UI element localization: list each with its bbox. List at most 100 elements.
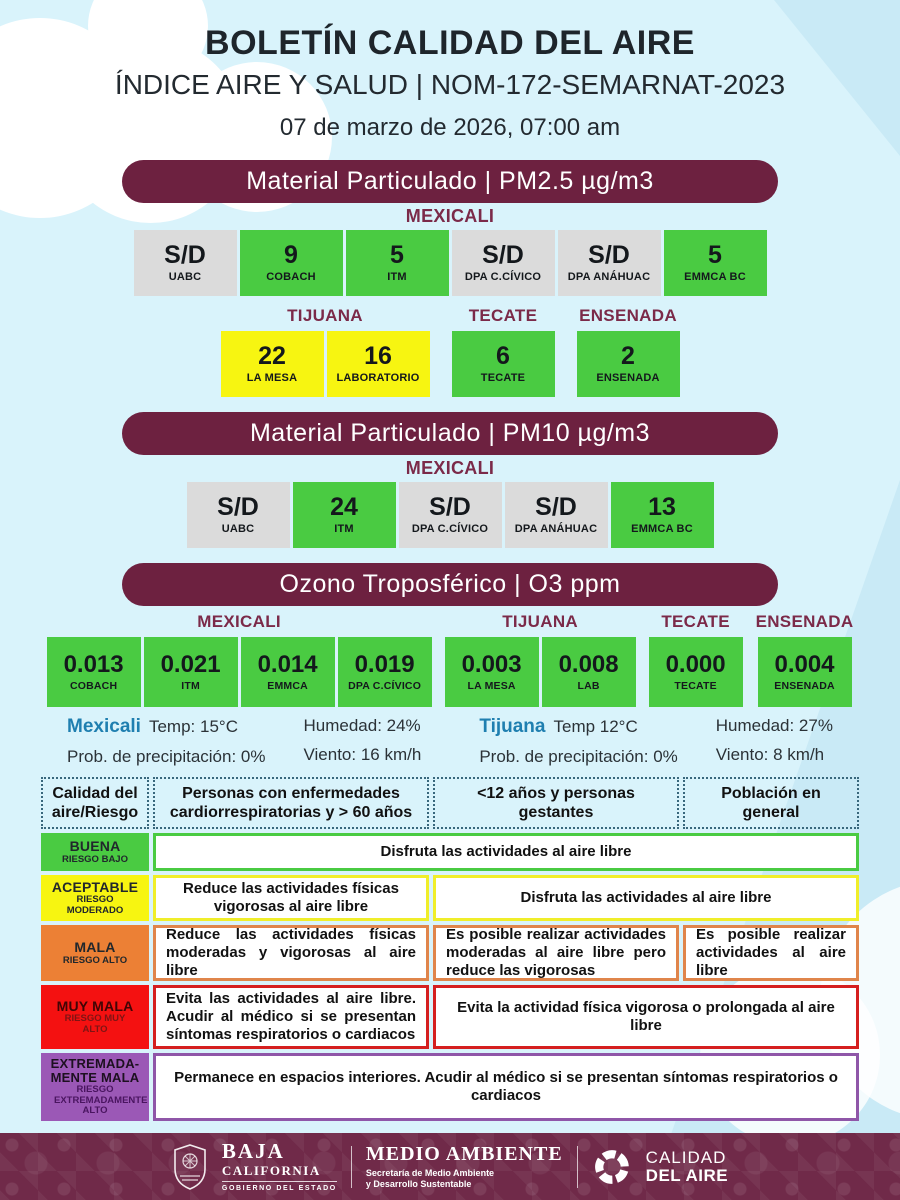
station-name: DPA ANÁHUAC [514,523,598,535]
station-value: 0.004 [774,650,835,678]
footer-banner: BAJA CALIFORNIA GOBIERNO DEL ESTADO MEDI… [0,1133,900,1200]
pm25-other-cities-row: TIJUANA 22 LA MESA 16 LABORATORIO TECATE… [0,306,900,397]
station-cell: 0.013 COBACH [46,637,141,707]
risk-level-sub: RIESGO MUY ALTO [64,1013,126,1035]
risk-level-label: BUENA RIESGO BAJO [41,833,149,871]
station-value: S/D [588,241,630,269]
bulletin-date: 07 de marzo de 2026, 07:00 am [279,114,621,141]
station-value: S/D [217,493,259,521]
station-value: 0.000 [665,650,726,678]
station-value: 0.003 [461,650,522,678]
city-label-mexicali: MEXICALI [197,612,281,631]
page-subtitle: ÍNDICE AIRE Y SALUD | NOM-172-SEMARNAT-2… [114,69,786,100]
station-cell: 0.014 EMMCA [240,637,335,707]
pm25-mexicali-row: S/D UABC 9 COBACH 5 ITM S/D DPA C.CÍVICO… [0,230,900,296]
weather-wind: Viento: 16 km/h [303,745,422,764]
station-value: 0.013 [63,650,124,678]
section-header-pm10: Material Particulado | PM10 µg/m3 [122,412,778,455]
station-cell: 2 ENSENADA [576,331,680,397]
divider [221,1181,337,1182]
weather-city-temp: Mexicali Temp: 15°C [67,716,265,738]
station-name: UABC [168,271,202,283]
station-cell: 16 LABORATORIO [326,331,430,397]
station-name: ENSENADA [596,372,660,384]
weather-wind: Viento: 8 km/h [715,745,825,764]
station-name: COBACH [69,679,118,692]
station-cell: 6 TECATE [451,331,555,397]
city-group-tijuana: TIJUANA 22 LA MESA 16 LABORATORIO [220,306,430,397]
program-name: DEL AIRE [645,1165,729,1185]
risk-level-name: BUENA [69,837,121,854]
station-value: 9 [284,241,298,269]
station-value: 5 [390,241,404,269]
state-logo-text: BAJA CALIFORNIA GOBIERNO DEL ESTADO [221,1139,337,1192]
risk-header: Personas con enfermedades cardiorrespira… [153,777,429,829]
city-label-mexicali: MEXICALI [405,458,495,478]
risk-advice-cell: Reduce las actividades físicas moderadas… [153,925,429,981]
ozone-row: MEXICALI 0.013 COBACH 0.021 ITM 0.014 EM… [0,612,900,707]
station-name: TECATE [480,372,526,384]
risk-advice-cell: Permanece en espacios interiores. Acudir… [153,1053,859,1121]
ministry-name: MEDIO AMBIENTE [365,1143,563,1165]
city-group-tecate: TECATE 6 TECATE [451,306,555,397]
station-value: 6 [496,342,510,370]
station-value: 16 [364,342,392,370]
state-name: BAJA [221,1139,285,1163]
station-name: DPA C.CÍVICO [348,679,422,692]
station-name: EMMCA BC [631,523,693,535]
section-header-ozone: Ozono Troposférico | O3 ppm [122,563,778,606]
station-value: 13 [648,493,676,521]
weather-humidity: Humedad: 27% [715,716,833,735]
weather-strip: Mexicali Temp: 15°C Prob. de precipitació… [0,716,900,767]
risk-level-label: EXTREMADA-MENTE MALA RIESGO EXTREMADAMEN… [41,1053,149,1121]
station-value: S/D [535,493,577,521]
risk-level-name: MUY MALA [56,997,134,1014]
station-name: COBACH [266,271,316,283]
station-name: ITM [387,271,407,283]
ministry-subtitle: y Desarrollo Sustentable [365,1179,472,1189]
station-cell: 0.019 DPA C.CÍVICO [337,637,432,707]
risk-advice-cell: Evita la actividad física vigorosa o pro… [433,985,859,1049]
ministry-subtitle: Secretaría de Medio Ambiente [365,1168,495,1178]
air-quality-donut-icon [594,1149,629,1184]
station-cell: S/D DPA ANÁHUAC [557,230,661,296]
page-title: BOLETÍN CALIDAD DEL AIRE [205,24,695,62]
divider [350,1145,352,1188]
station-cell: S/D DPA ANÁHUAC [504,482,608,548]
weather-precip: Prob. de precipitación: 0% [67,747,266,766]
risk-advice-cell: Reduce las actividades físicas vigorosas… [153,875,429,921]
program-name: CALIDAD [645,1147,727,1167]
station-value: 2 [621,342,635,370]
station-name: EMMCA [267,679,308,692]
station-name: ENSENADA [774,679,835,692]
city-label-tecate: TECATE [468,306,538,325]
risk-level-sub: RIESGO BAJO [62,853,128,865]
risk-advice-cell: Disfruta las actividades al aire libre [153,833,859,871]
station-name: LABORATORIO [336,372,420,384]
station-name: LAB [577,679,600,692]
city-group-ensenada: ENSENADA 2 ENSENADA [576,306,680,397]
state-subtitle: GOBIERNO DEL ESTADO [221,1185,337,1192]
station-value: 22 [258,342,286,370]
weather-city-temp: Tijuana Temp 12°C [479,716,677,738]
risk-level-sub: RIESGO EXTREMADAMENTE ALTO [54,1084,148,1117]
weather-temp: Temp: 15°C [148,717,238,736]
station-cell: 9 COBACH [239,230,343,296]
risk-level-name: MALA [74,938,116,955]
city-label-tijuana: TIJUANA [287,306,363,325]
station-value: S/D [164,241,206,269]
station-cell: S/D DPA C.CÍVICO [451,230,555,296]
city-group-tecate: TECATE 0.000 TECATE [648,612,743,707]
risk-advice-cell: Es posible realizar actividades al aire … [683,925,859,981]
station-cell: 24 ITM [292,482,396,548]
risk-header: <12 años y personas gestantes [433,777,679,829]
station-cell: S/D UABC [133,230,237,296]
station-value: 0.008 [558,650,619,678]
station-name: EMMCA BC [684,271,746,283]
station-value: 24 [330,493,358,521]
weather-precip: Prob. de precipitación: 0% [479,747,678,766]
station-name: DPA C.CÍVICO [411,523,489,535]
station-name: LA MESA [246,372,298,384]
state-name: CALIFORNIA [221,1163,321,1178]
city-label-mexicali: MEXICALI [405,206,495,226]
